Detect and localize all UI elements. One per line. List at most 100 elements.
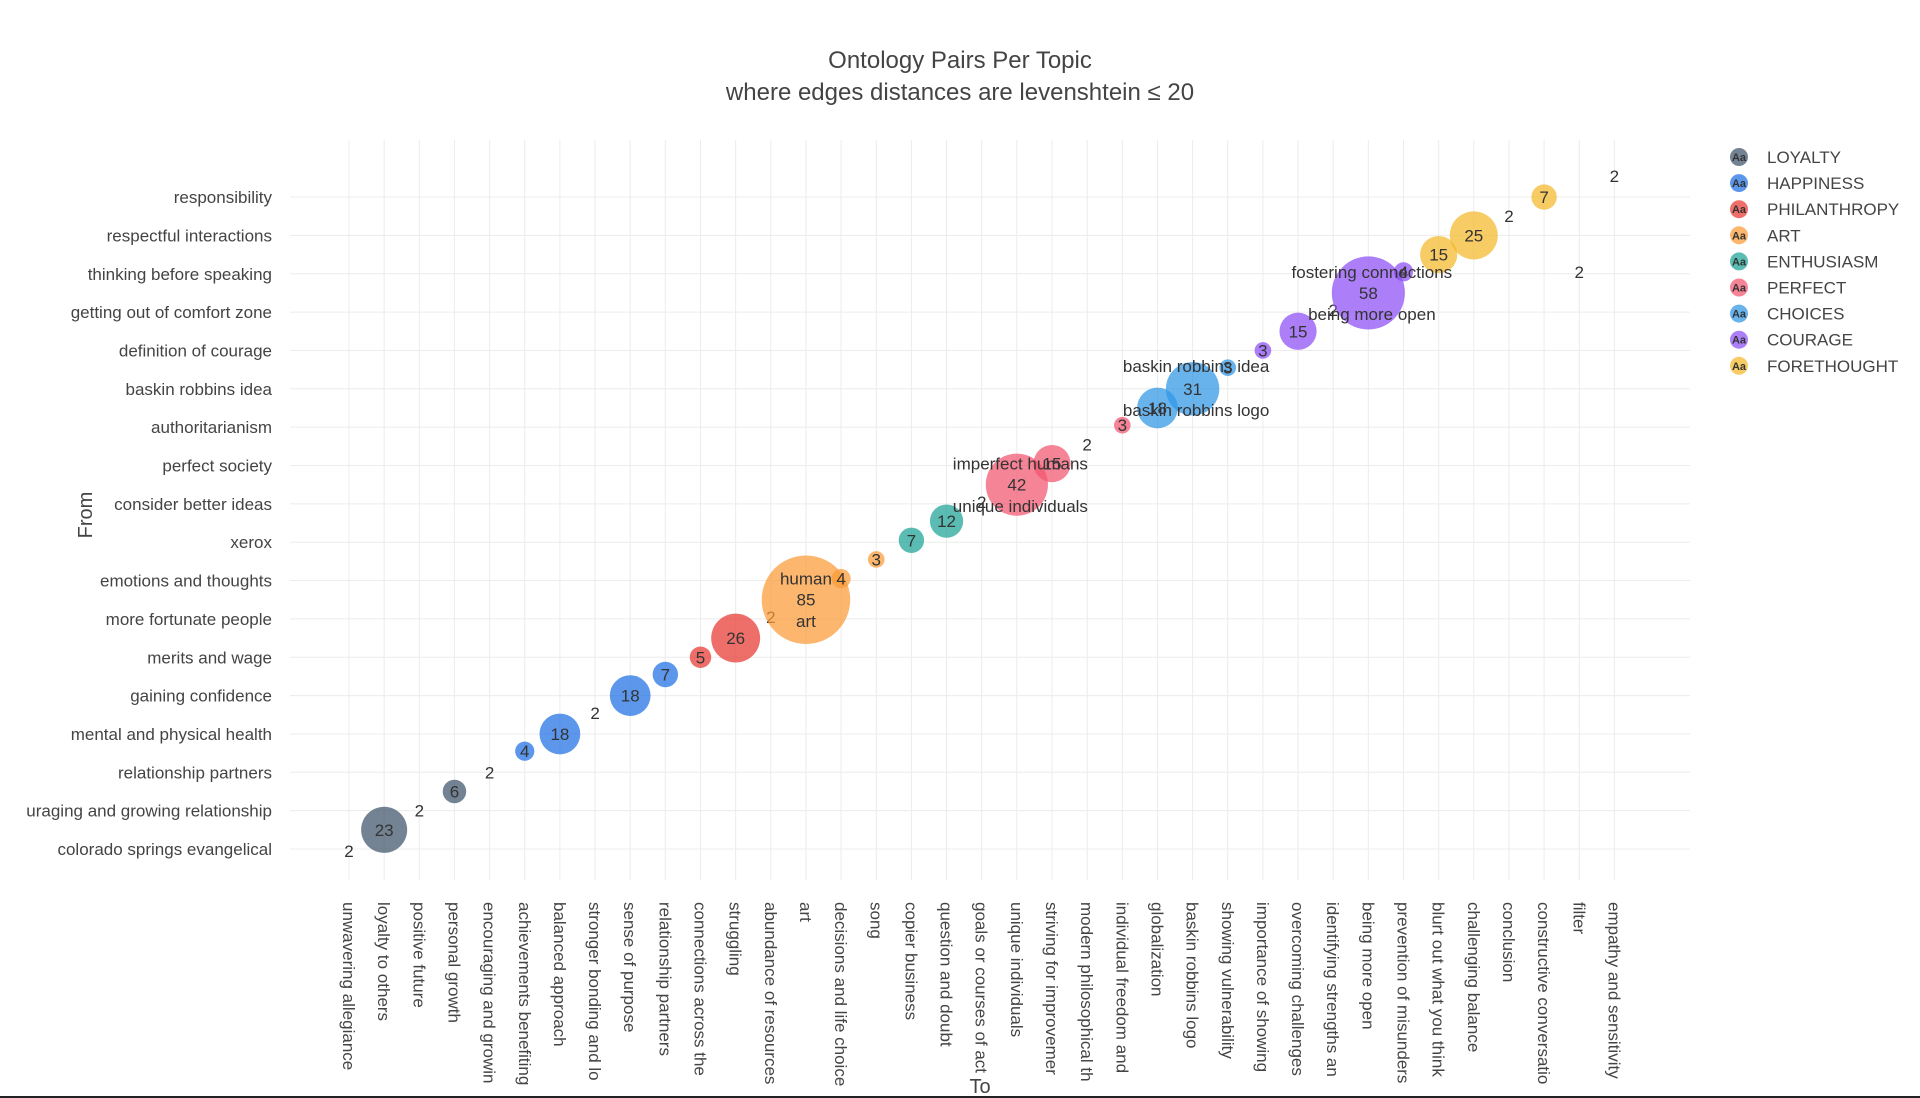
- bubble-value-label: 3: [872, 550, 881, 569]
- bubble-perfect[interactable]: [1033, 444, 1071, 483]
- x-tick-label: filter: [1569, 902, 1588, 934]
- y-tick-label: definition of courage: [119, 341, 272, 360]
- x-tick-label: being more open: [1358, 902, 1377, 1030]
- bubble-perfect[interactable]: [1113, 416, 1131, 434]
- legend-text-glyph-icon: Aa: [1732, 309, 1747, 321]
- bubble-enthusiasm[interactable]: [929, 504, 964, 538]
- bubble-value-label: 2: [1610, 167, 1619, 186]
- bubble-value-label: 42: [1007, 476, 1026, 495]
- bubble-value-label: 3: [1258, 341, 1267, 360]
- bubble-choices[interactable]: [1165, 362, 1220, 416]
- bubble-forethought[interactable]: [1449, 211, 1498, 260]
- y-tick-label: respectful interactions: [107, 226, 272, 245]
- bubble-happiness[interactable]: [652, 661, 679, 688]
- bubble-value-label: 23: [375, 821, 394, 840]
- x-tick-label: empathy and sensitivity: [1604, 902, 1623, 1079]
- legend-item-perfect[interactable]: Aa PERFECT: [1730, 278, 1846, 298]
- bubble-courage[interactable]: [1393, 262, 1414, 282]
- y-tick-label: more fortunate people: [106, 610, 272, 629]
- bubble-value-label: 26: [726, 629, 745, 648]
- bubble-value-label: 7: [907, 531, 916, 550]
- x-tick-label: question and doubt: [937, 902, 956, 1047]
- legend-label: PERFECT: [1767, 279, 1846, 298]
- legend-text-glyph-icon: Aa: [1732, 152, 1747, 164]
- bubble-annotation: fostering connections: [1292, 263, 1453, 282]
- legend-item-courage[interactable]: Aa COURAGE: [1730, 330, 1853, 350]
- bubble-enthusiasm[interactable]: [898, 527, 925, 553]
- bubble-annotation: art: [796, 612, 816, 631]
- bubble-art[interactable]: [761, 555, 851, 644]
- x-tick-label: individual freedom and: [1112, 902, 1131, 1073]
- x-tick-label: connections across the: [691, 902, 710, 1076]
- x-axis-label: To: [969, 1076, 990, 1098]
- bubble-value-label: 2: [590, 704, 599, 723]
- bubble-value-label: 2: [485, 763, 494, 782]
- legend-item-art[interactable]: Aa ART: [1730, 226, 1801, 245]
- bubble-value-label: 85: [796, 591, 815, 610]
- bubble-loyalty[interactable]: [361, 806, 408, 853]
- y-tick-label: authoritarianism: [151, 418, 272, 437]
- x-tick-label: positive future: [409, 902, 428, 1008]
- bubble-forethought[interactable]: [1531, 184, 1557, 210]
- x-tick-label: baskin robbins logo: [1183, 902, 1202, 1048]
- bubble-value-label: 4: [836, 570, 845, 589]
- bubble-value-label: 4: [1399, 263, 1408, 282]
- legend-swatch: [1730, 148, 1748, 166]
- x-tick-label: achievements benefiting: [515, 902, 534, 1085]
- bubble-perfect[interactable]: [985, 453, 1048, 516]
- legend-label: CHOICES: [1767, 305, 1844, 324]
- x-axis-ticks: unwavering allegiance loyalty to others po…: [339, 902, 1623, 1086]
- y-axis-ticks: colorado springs evangelical uraging and …: [26, 188, 272, 859]
- y-tick-label: colorado springs evangelical: [57, 840, 272, 859]
- y-tick-label: gaining confidence: [130, 687, 272, 706]
- bubble-annotation: being more open: [1308, 305, 1436, 324]
- bubble-art[interactable]: [831, 569, 851, 589]
- x-tick-label: loyalty to others: [374, 902, 393, 1021]
- legend-item-loyalty[interactable]: Aa LOYALTY: [1730, 148, 1841, 167]
- bubble-value-label: 18: [621, 687, 640, 706]
- bubble-value-label: 2: [977, 493, 986, 512]
- bubble-forethought[interactable]: [1420, 235, 1458, 274]
- legend-swatch: [1730, 304, 1748, 323]
- legend-item-choices[interactable]: Aa CHOICES: [1730, 304, 1844, 324]
- bubble-art[interactable]: [867, 551, 885, 568]
- y-tick-label: getting out of comfort zone: [71, 303, 272, 322]
- bubble-philanthropy[interactable]: [711, 613, 761, 663]
- legend-item-happiness[interactable]: Aa HAPPINESS: [1730, 174, 1864, 193]
- y-tick-label: baskin robbins idea: [126, 380, 273, 399]
- legend-item-philanthropy[interactable]: Aa PHILANTHROPY: [1730, 200, 1899, 219]
- y-tick-label: mental and physical health: [71, 725, 272, 744]
- bubble-annotation: baskin robbins idea: [1123, 357, 1270, 376]
- x-tick-label: struggling: [726, 902, 745, 976]
- bubble-value-label: 7: [661, 666, 670, 685]
- y-axis-label: From: [75, 492, 97, 539]
- legend-item-forethought[interactable]: Aa FORETHOUGHT: [1730, 356, 1898, 376]
- x-tick-label: showing vulnerability: [1218, 902, 1237, 1059]
- bubble-happiness[interactable]: [539, 713, 581, 755]
- bubble-loyalty[interactable]: [442, 779, 467, 804]
- bubble-value-label: 15: [1429, 246, 1448, 265]
- legend-item-enthusiasm[interactable]: Aa ENTHUSIASM: [1730, 252, 1878, 271]
- bubble-happiness[interactable]: [609, 675, 651, 716]
- x-tick-label: constructive conversatio: [1534, 902, 1553, 1084]
- bubble-choices[interactable]: [1219, 359, 1237, 377]
- bubble-philanthropy[interactable]: [689, 646, 712, 668]
- bubble-courage[interactable]: [1279, 312, 1317, 350]
- legend-label: ART: [1767, 226, 1801, 245]
- x-tick-label: blurt out what you think: [1429, 902, 1448, 1077]
- legend-text-glyph-icon: Aa: [1732, 204, 1747, 216]
- legend-text-glyph-icon: Aa: [1732, 230, 1747, 242]
- bubble-courage[interactable]: [1254, 342, 1272, 359]
- bubble-happiness[interactable]: [515, 741, 535, 761]
- x-tick-label: overcoming challenges: [1288, 902, 1307, 1076]
- x-tick-label: abundance of resources: [761, 902, 780, 1084]
- legend-label: FORETHOUGHT: [1767, 357, 1898, 376]
- y-tick-label: relationship partners: [118, 763, 272, 782]
- x-tick-label: encouraging and growin: [480, 902, 499, 1083]
- bubble-courage[interactable]: [1331, 256, 1405, 330]
- bubble-value-label: 2: [1082, 435, 1091, 454]
- legend-text-glyph-icon: Aa: [1732, 335, 1747, 347]
- bubble-value-label: 15: [1289, 322, 1308, 341]
- y-tick-label: consider better ideas: [114, 495, 272, 514]
